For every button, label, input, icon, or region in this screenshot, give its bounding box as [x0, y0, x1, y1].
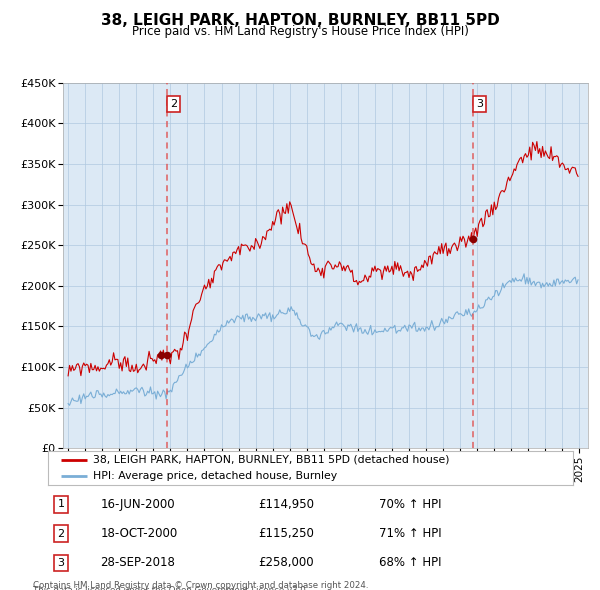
Text: Contains HM Land Registry data © Crown copyright and database right 2024.: Contains HM Land Registry data © Crown c… [33, 581, 368, 589]
Text: 70% ↑ HPI: 70% ↑ HPI [379, 498, 441, 511]
Text: 38, LEIGH PARK, HAPTON, BURNLEY, BB11 5PD (detached house): 38, LEIGH PARK, HAPTON, BURNLEY, BB11 5P… [92, 455, 449, 465]
Text: 68% ↑ HPI: 68% ↑ HPI [379, 556, 441, 569]
Text: £258,000: £258,000 [258, 556, 314, 569]
Text: 16-JUN-2000: 16-JUN-2000 [101, 498, 175, 511]
Text: 2: 2 [170, 99, 177, 109]
Text: £115,250: £115,250 [258, 527, 314, 540]
Text: 71% ↑ HPI: 71% ↑ HPI [379, 527, 442, 540]
Text: 28-SEP-2018: 28-SEP-2018 [101, 556, 175, 569]
Text: £114,950: £114,950 [258, 498, 314, 511]
Text: 38, LEIGH PARK, HAPTON, BURNLEY, BB11 5PD: 38, LEIGH PARK, HAPTON, BURNLEY, BB11 5P… [101, 13, 499, 28]
Text: This data is licensed under the Open Government Licence v3.0.: This data is licensed under the Open Gov… [33, 586, 308, 590]
Text: 18-OCT-2000: 18-OCT-2000 [101, 527, 178, 540]
Text: 1: 1 [58, 499, 65, 509]
Text: HPI: Average price, detached house, Burnley: HPI: Average price, detached house, Burn… [92, 471, 337, 481]
Text: 2: 2 [58, 529, 65, 539]
Text: Price paid vs. HM Land Registry's House Price Index (HPI): Price paid vs. HM Land Registry's House … [131, 25, 469, 38]
Text: 3: 3 [476, 99, 483, 109]
Text: 3: 3 [58, 558, 65, 568]
